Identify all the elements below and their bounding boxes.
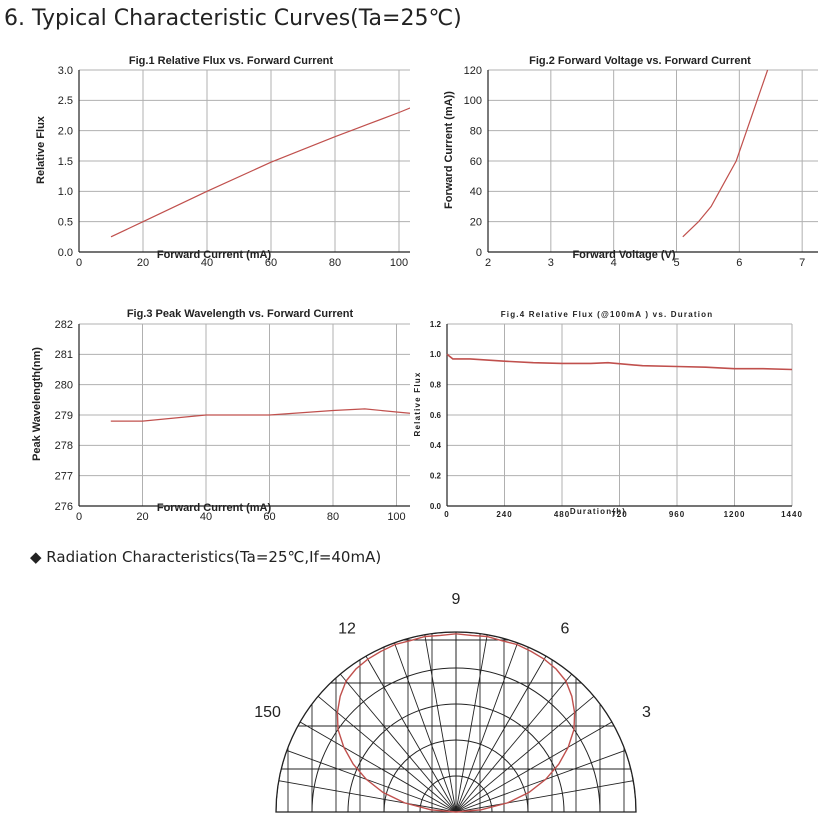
polar-spoke <box>455 642 518 812</box>
chart-fig4: 0 240 480 720 960 1200 1440 0.0 0.2 0.4 0.6 0.8 1.0 1… <box>413 310 803 519</box>
x-tick-label: 240 <box>496 510 512 519</box>
y-tick-label: 278 <box>55 440 73 452</box>
chart-title: Fig.2 Forward Voltage vs. Forward Curren… <box>529 55 751 67</box>
x-axis-label: Duration(h) <box>570 507 626 516</box>
polar-spoke <box>455 655 547 812</box>
chart-title: Fig.1 Relative Flux vs. Forward Current <box>129 55 333 67</box>
y-tick-label: 280 <box>55 380 73 392</box>
y-tick-label: 282 <box>55 319 73 331</box>
x-tick-label: 0 <box>444 510 449 519</box>
polar-spoke <box>365 655 457 812</box>
y-axis-label: Forward Current (mA)) <box>443 91 455 209</box>
y-tick-label: 3.0 <box>58 65 73 77</box>
series-line <box>110 408 410 422</box>
x-tick-label: 20 <box>137 257 149 269</box>
y-tick-label: 1.0 <box>58 186 73 198</box>
polar-angle-label: 3 <box>642 704 651 721</box>
x-tick-label: 60 <box>265 257 277 269</box>
x-axis-label: Forward Voltage (V) <box>572 249 675 261</box>
x-tick-label: 0 <box>76 257 82 269</box>
y-tick-label: 2.0 <box>58 126 73 138</box>
x-axis-label: Forward Current (mA) <box>157 502 272 514</box>
x-axis-label: Forward Current (mA) <box>157 249 272 261</box>
y-tick-label: 276 <box>55 501 73 513</box>
y-tick-label: 281 <box>55 349 73 361</box>
y-axis-label: Peak Wavelength(nm) <box>31 347 43 461</box>
x-tick-label: 20 <box>136 511 148 522</box>
y-tick-label: 120 <box>464 65 482 77</box>
x-tick-label: 720 <box>611 510 627 519</box>
y-axis-label: Relative Flux <box>35 115 47 184</box>
polar-angle-label: 150 <box>254 704 281 721</box>
page-title: 6. Typical Characteristic Curves(Ta=25℃) <box>4 6 462 31</box>
y-tick-label: 1.0 <box>430 350 442 359</box>
polar-spoke <box>455 634 488 812</box>
chart-radiation: 9 12 6 150 3 <box>254 591 651 813</box>
chart-fig1: 0204060801001200.00.51.01.52.02.53.0Fig.… <box>35 55 410 269</box>
x-tick-label: 80 <box>327 511 339 522</box>
x-tick-label: 3 <box>548 257 554 269</box>
y-tick-label: 279 <box>55 410 73 422</box>
series-line <box>682 69 769 238</box>
y-tick-label: 60 <box>470 156 482 168</box>
radiation-heading: ◆ Radiation Characteristics(Ta=25℃,If=40… <box>30 548 382 566</box>
x-tick-label: 60 <box>263 511 275 522</box>
chart-title: Fig.3 Peak Wavelength vs. Forward Curren… <box>127 308 354 320</box>
polar-boundary <box>275 631 637 813</box>
x-tick-label: 100 <box>387 511 405 522</box>
series-line <box>110 107 410 238</box>
y-tick-label: 277 <box>55 471 73 483</box>
x-tick-label: 100 <box>390 257 408 269</box>
x-tick-label: 1440 <box>781 510 803 519</box>
x-tick-label: 5 <box>673 257 679 269</box>
y-tick-label: 1.5 <box>58 156 73 168</box>
series-line <box>446 353 793 371</box>
y-tick-label: 100 <box>464 95 482 107</box>
x-tick-label: 4 <box>611 257 617 269</box>
y-tick-label: 0 <box>476 247 482 259</box>
polar-spoke <box>286 750 457 812</box>
polar-spoke <box>455 750 626 812</box>
y-tick-label: 0.0 <box>58 247 73 259</box>
x-tick-label: 80 <box>329 257 341 269</box>
x-tick-label: 1200 <box>724 510 746 519</box>
polar-spoke <box>278 780 457 812</box>
x-tick-label: 480 <box>554 510 570 519</box>
x-tick-label: 6 <box>736 257 742 269</box>
polar-angle-label: 9 <box>452 591 461 608</box>
y-tick-label: 2.5 <box>58 95 73 107</box>
x-tick-label: 40 <box>200 511 212 522</box>
y-tick-label: 80 <box>470 126 482 138</box>
polar-spoke <box>394 642 457 812</box>
chart-fig2: 2345678020406080100120Fig.2 Forward Volt… <box>443 55 818 269</box>
x-tick-label: 960 <box>669 510 685 519</box>
radiation-curve <box>336 633 576 813</box>
y-tick-label: 20 <box>470 217 482 229</box>
polar-spoke <box>455 695 595 812</box>
polar-spoke <box>424 634 457 812</box>
polar-angle-label: 12 <box>338 621 356 638</box>
y-tick-label: 0.4 <box>430 441 442 450</box>
polar-grid <box>276 632 636 812</box>
x-tick-label: 2 <box>485 257 491 269</box>
polar-spoke <box>455 780 634 812</box>
y-tick-label: 1.2 <box>430 320 442 329</box>
x-tick-label: 40 <box>201 257 213 269</box>
polar-spoke <box>299 721 457 812</box>
y-tick-label: 0.8 <box>430 380 442 389</box>
y-tick-label: 0.2 <box>430 471 442 480</box>
polar-angle-label: 6 <box>561 621 570 638</box>
x-tick-label: 0 <box>76 511 82 522</box>
y-tick-label: 40 <box>470 186 482 198</box>
y-tick-label: 0.0 <box>430 502 442 511</box>
chart-fig3: 020406080100120276277278279280281282Fig.… <box>31 308 410 522</box>
y-tick-label: 0.5 <box>58 217 73 229</box>
y-axis-label: Relative Flux <box>413 372 422 437</box>
x-tick-label: 7 <box>799 257 805 269</box>
polar-spoke <box>317 695 457 812</box>
polar-spoke <box>455 721 613 812</box>
chart-title: Fig.4 Relative Flux (@100mA ) vs. Durati… <box>501 310 714 319</box>
y-tick-label: 0.6 <box>430 411 442 420</box>
